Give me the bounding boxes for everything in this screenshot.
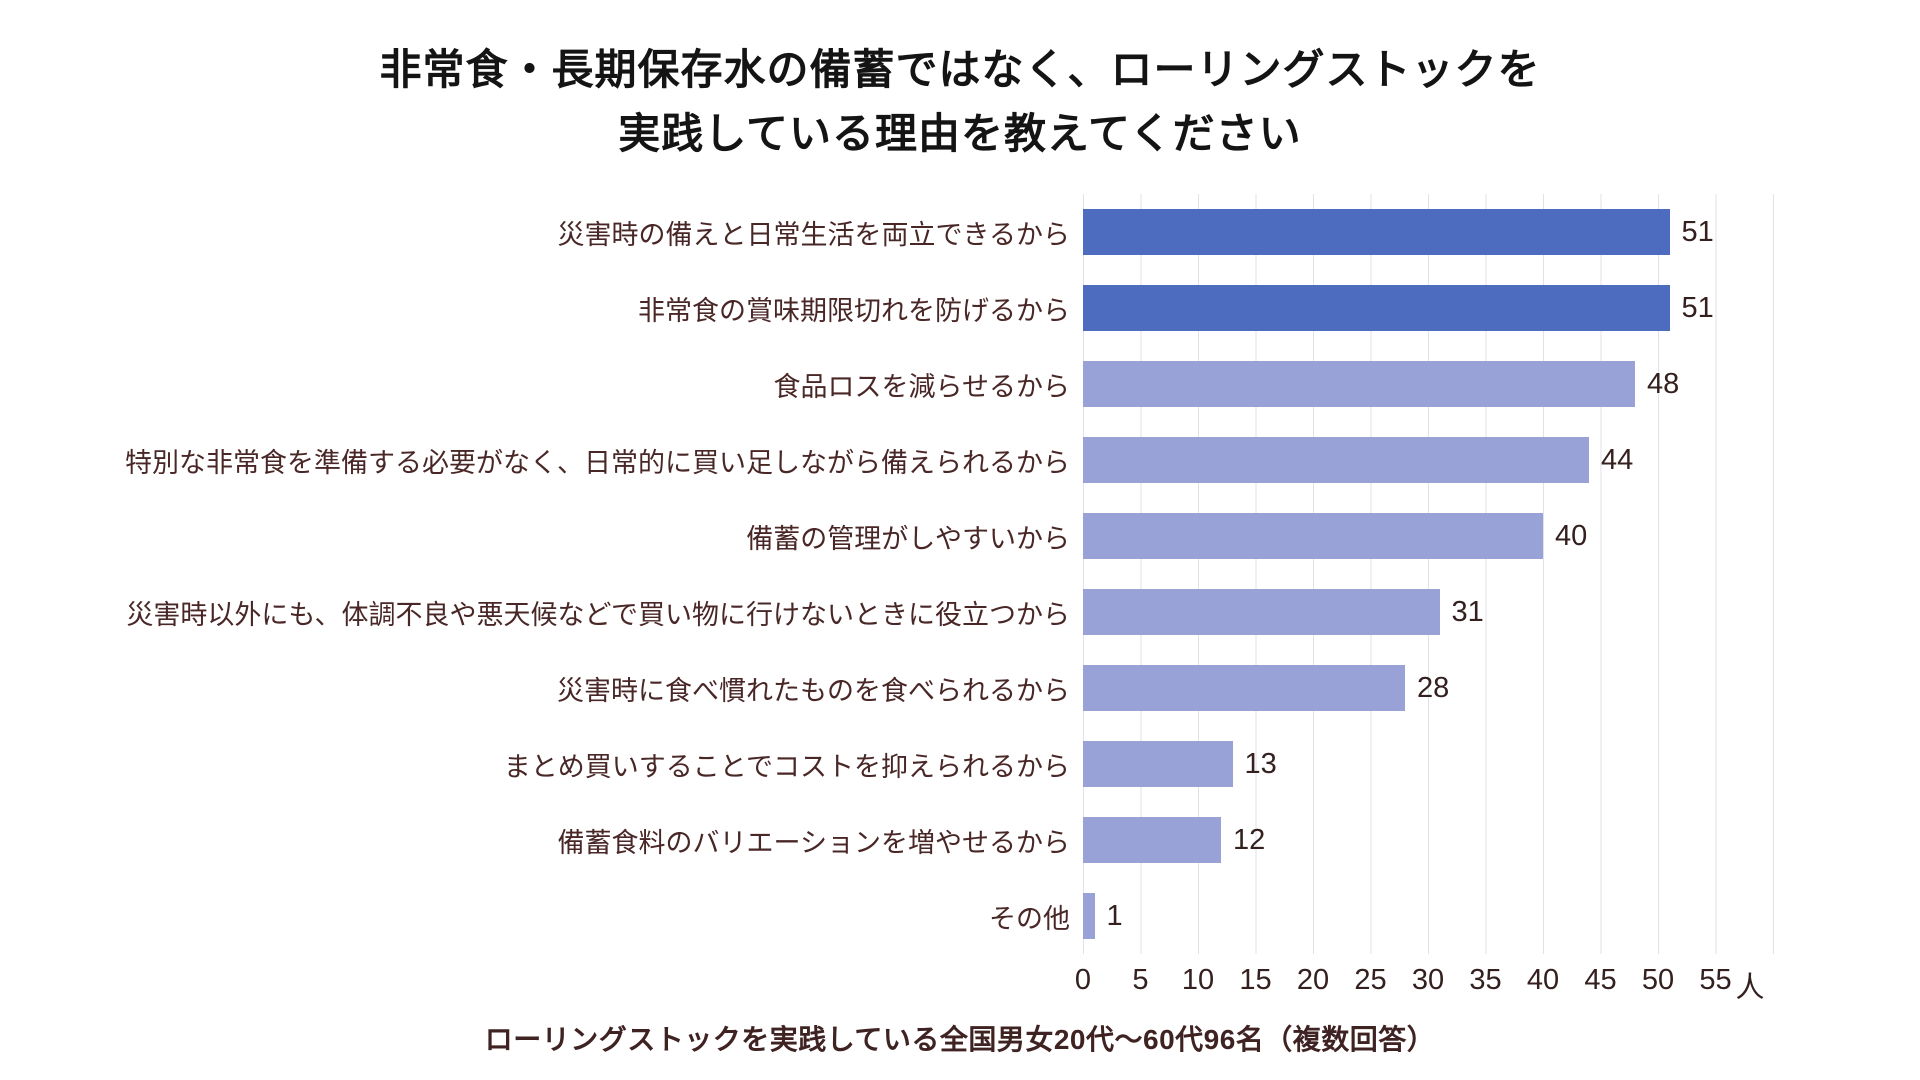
category-label: 災害時以外にも、体調不良や悪天候などで買い物に行けないときに役立つから (126, 599, 1070, 630)
bar-track: 1 (1083, 893, 1783, 939)
value-label: 51 (1681, 215, 1714, 248)
bar (1083, 513, 1543, 559)
x-tick-label: 45 (1584, 964, 1617, 996)
x-tick-label: 0 (1074, 964, 1092, 996)
x-tick-label: 5 (1132, 964, 1149, 996)
x-tick-label: 15 (1239, 964, 1272, 996)
value-label: 40 (1555, 519, 1588, 552)
bar (1083, 361, 1635, 407)
value-label: 51 (1681, 291, 1714, 324)
category-label: 特別な非常食を準備する必要がなく、日常的に買い足しながら備えられるから (125, 447, 1070, 478)
bar (1083, 285, 1670, 331)
chart-row: その他 1 (105, 878, 1783, 954)
category-label: 備蓄の管理がしやすいから (746, 523, 1070, 554)
bar-chart: 災害時の備えと日常生活を両立できるから 51 非常食の賞味期限切れを防げるから … (0, 194, 1920, 1004)
category-label: 非常食の賞味期限切れを防げるから (638, 295, 1070, 326)
chart-row: 備蓄食料のバリエーションを増やせるから 12 (105, 802, 1783, 878)
category-label: その他 (989, 903, 1070, 934)
category-label: まとめ買いすることでコストを抑えられるから (503, 751, 1070, 782)
plot-area: 災害時の備えと日常生活を両立できるから 51 非常食の賞味期限切れを防げるから … (105, 194, 1783, 954)
category-label: 災害時に食べ慣れたものを食べられるから (557, 675, 1070, 706)
bar-track: 28 (1083, 665, 1783, 711)
bar-track: 13 (1083, 741, 1783, 787)
x-axis: 0 5 10 15 20 25 30 35 40 45 50 55 人 (1075, 954, 1783, 1004)
x-tick-label: 10 (1181, 964, 1215, 996)
category-label: 食品ロスを減らせるから (773, 371, 1070, 402)
x-tick-label: 30 (1411, 964, 1445, 996)
value-label: 48 (1647, 367, 1680, 400)
chart-row: 食品ロスを減らせるから 48 (105, 346, 1783, 422)
bar (1083, 589, 1440, 635)
bar (1083, 665, 1405, 711)
value-label: 12 (1233, 823, 1266, 856)
category-label: 備蓄食料のバリエーションを増やせるから (557, 827, 1070, 858)
bar (1083, 437, 1589, 483)
category-label: 災害時の備えと日常生活を両立できるから (557, 219, 1070, 250)
chart-title: 非常食・長期保存水の備蓄ではなく、ローリングストックを 実践している理由を教えて… (0, 38, 1920, 166)
survey-chart-page: 非常食・長期保存水の備蓄ではなく、ローリングストックを 実践している理由を教えて… (0, 38, 1920, 1055)
bar (1083, 209, 1670, 255)
bar-track: 51 (1083, 209, 1783, 255)
chart-row: 備蓄の管理がしやすいから 40 (105, 498, 1783, 574)
chart-row: 非常食の賞味期限切れを防げるから 51 (105, 270, 1783, 346)
chart-row: 災害時の備えと日常生活を両立できるから 51 (105, 194, 1783, 270)
chart-row: まとめ買いすることでコストを抑えられるから 13 (105, 726, 1783, 802)
bar-track: 44 (1083, 437, 1783, 483)
x-tick-label: 55 (1699, 964, 1732, 996)
chart-row: 特別な非常食を準備する必要がなく、日常的に買い足しながら備えられるから 44 (105, 422, 1783, 498)
chart-row: 災害時に食べ慣れたものを食べられるから 28 (105, 650, 1783, 726)
bar (1083, 893, 1095, 939)
value-label: 13 (1244, 747, 1277, 780)
bar-track: 12 (1083, 817, 1783, 863)
bar-track: 40 (1083, 513, 1783, 559)
value-label: 44 (1601, 443, 1634, 476)
x-tick-label: 40 (1526, 964, 1560, 996)
x-tick-label: 50 (1641, 964, 1675, 996)
chart-title-line2: 実践している理由を教えてください (618, 110, 1302, 157)
bar (1083, 741, 1233, 787)
bar-track: 51 (1083, 285, 1783, 331)
chart-row: 災害時以外にも、体調不良や悪天候などで買い物に行けないときに役立つから 31 (105, 574, 1783, 650)
value-label: 28 (1417, 671, 1450, 704)
x-axis-unit: 人 (1735, 972, 1765, 1004)
x-tick-label: 20 (1296, 964, 1330, 996)
x-tick-label: 25 (1354, 964, 1387, 996)
bar-track: 48 (1083, 361, 1783, 407)
x-tick-label: 35 (1469, 964, 1502, 996)
bar-track: 31 (1083, 589, 1783, 635)
bar (1083, 817, 1221, 863)
source-note: ローリングストックを実践している全国男女20代～60代96名（複数回答） (484, 1024, 1436, 1055)
chart-title-line1: 非常食・長期保存水の備蓄ではなく、ローリングストックを (379, 46, 1541, 93)
value-label: 1 (1106, 899, 1123, 932)
value-label: 31 (1451, 595, 1484, 628)
